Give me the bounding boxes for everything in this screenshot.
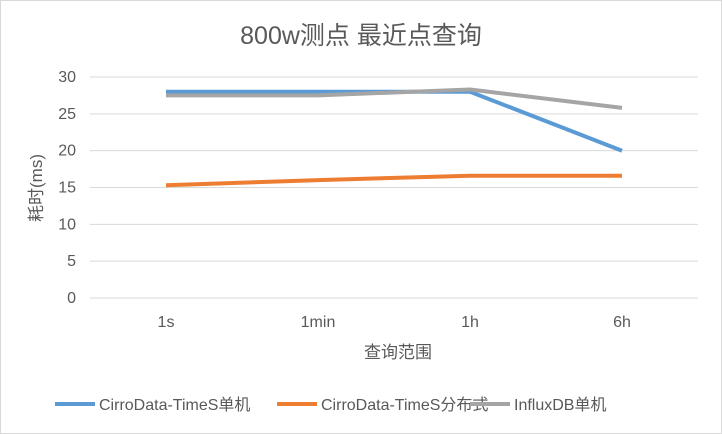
y-tick-label: 5 — [67, 253, 76, 270]
x-tick-label: 1s — [158, 314, 175, 331]
x-tick-label: 1h — [461, 314, 479, 331]
x-axis-label: 查询范围 — [364, 343, 432, 362]
x-tick-label: 1min — [301, 314, 336, 331]
legend: CirroData-TimeS单机 CirroData-TimeS分布式 Influ… — [55, 396, 606, 414]
x-tick-labels: 1s 1min 1h 6h — [158, 314, 631, 331]
y-tick-label: 10 — [58, 216, 76, 233]
y-tick-label: 30 — [58, 69, 76, 86]
chart-title: 800w测点 最近点查询 — [240, 22, 482, 50]
legend-entry-label: CirroData-TimeS单机 — [99, 396, 250, 414]
x-tick-label: 6h — [613, 314, 631, 331]
gridlines — [90, 76, 698, 299]
series-line-1 — [165, 173, 622, 188]
y-tick-label: 25 — [58, 106, 76, 123]
legend-entry-label: CirroData-TimeS分布式 — [321, 396, 488, 414]
y-tick-label: 15 — [58, 180, 76, 197]
y-tick-label: 20 — [58, 143, 76, 160]
y-axis-label: 耗时(ms) — [27, 154, 46, 222]
series-line-2 — [166, 87, 623, 110]
y-tick-label: 0 — [67, 290, 76, 307]
legend-entry-label: InfluxDB单机 — [514, 396, 606, 414]
series-lines — [165, 87, 623, 188]
y-tick-labels: 0 5 10 15 20 25 30 — [58, 69, 76, 307]
